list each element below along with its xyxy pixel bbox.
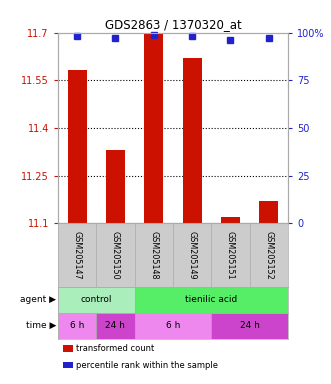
Bar bbox=[221, 217, 240, 223]
Bar bbox=[135, 287, 288, 313]
Text: time ▶: time ▶ bbox=[25, 321, 56, 330]
Text: GSM205150: GSM205150 bbox=[111, 231, 120, 280]
Text: GSM205149: GSM205149 bbox=[188, 231, 197, 280]
Bar bbox=[63, 345, 73, 351]
Bar bbox=[58, 287, 135, 313]
Bar bbox=[259, 201, 278, 223]
Bar bbox=[63, 362, 73, 368]
Bar bbox=[211, 313, 288, 339]
Bar bbox=[135, 313, 211, 339]
Title: GDS2863 / 1370320_at: GDS2863 / 1370320_at bbox=[105, 18, 241, 31]
Bar bbox=[96, 313, 135, 339]
Text: percentile rank within the sample: percentile rank within the sample bbox=[76, 361, 218, 369]
Bar bbox=[144, 33, 164, 223]
Text: GSM205147: GSM205147 bbox=[72, 231, 82, 280]
Text: 6 h: 6 h bbox=[166, 321, 180, 330]
Bar bbox=[106, 150, 125, 223]
Text: transformed count: transformed count bbox=[76, 344, 155, 353]
Bar bbox=[58, 313, 96, 339]
Text: GSM205148: GSM205148 bbox=[149, 231, 158, 280]
Text: 24 h: 24 h bbox=[240, 321, 260, 330]
Bar bbox=[182, 58, 202, 223]
Text: tienilic acid: tienilic acid bbox=[185, 295, 237, 305]
Bar bbox=[68, 70, 87, 223]
Text: 6 h: 6 h bbox=[70, 321, 84, 330]
Text: GSM205152: GSM205152 bbox=[264, 231, 273, 280]
Text: 24 h: 24 h bbox=[106, 321, 125, 330]
Text: GSM205151: GSM205151 bbox=[226, 231, 235, 280]
Text: control: control bbox=[80, 295, 112, 305]
Text: agent ▶: agent ▶ bbox=[20, 295, 56, 305]
